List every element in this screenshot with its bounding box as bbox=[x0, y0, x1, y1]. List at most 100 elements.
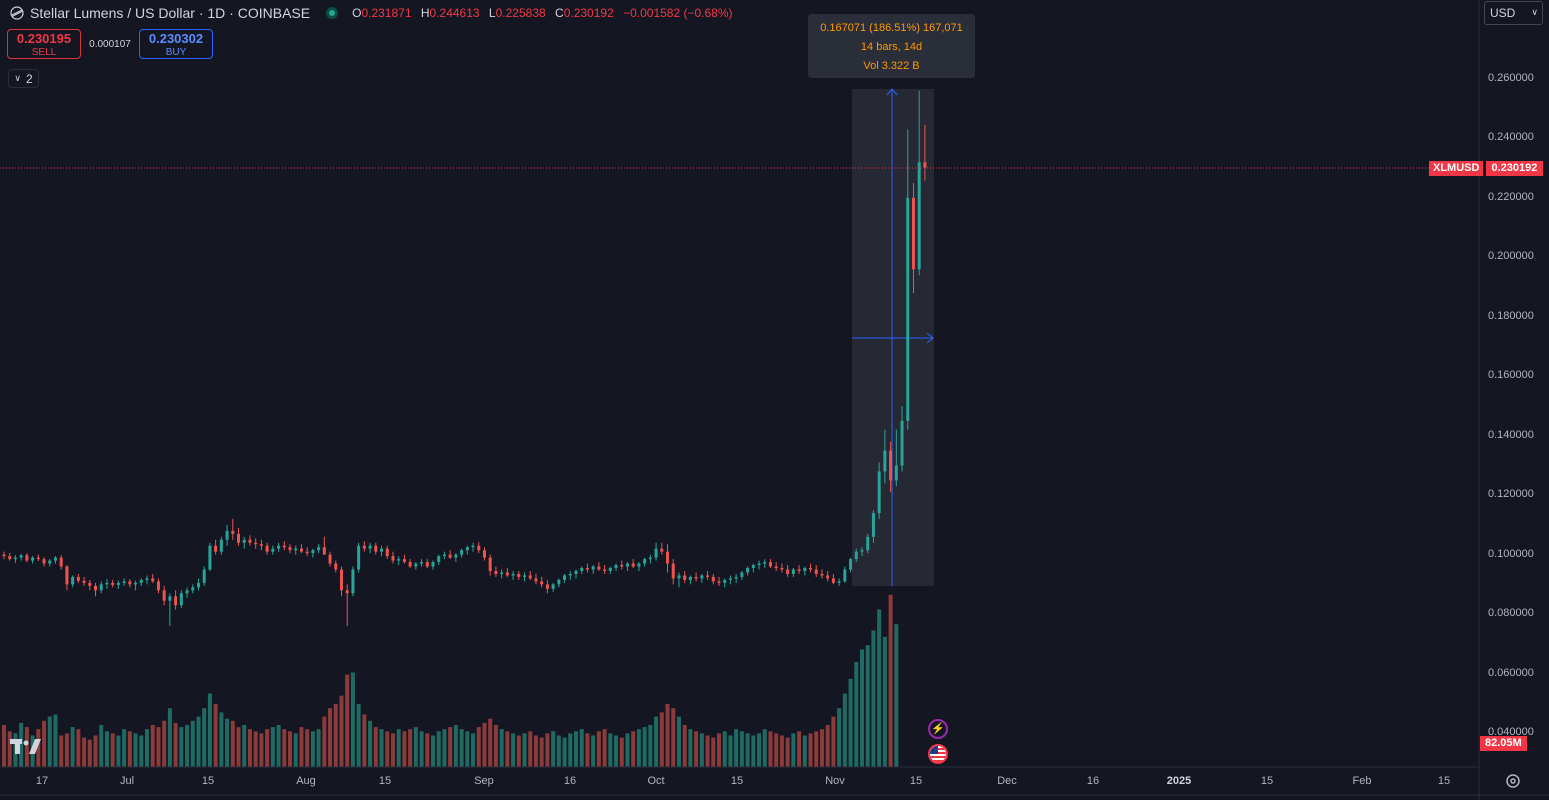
candle-body bbox=[791, 569, 795, 574]
candle bbox=[666, 544, 670, 573]
candle-body bbox=[425, 562, 429, 567]
us-flag-event-icon[interactable] bbox=[928, 744, 948, 764]
volume-bar bbox=[688, 729, 693, 767]
candle bbox=[660, 542, 664, 555]
volume-bar bbox=[739, 731, 744, 767]
volume-bar bbox=[225, 718, 230, 767]
market-open-status-icon[interactable] bbox=[326, 7, 339, 19]
candle-body bbox=[36, 557, 40, 560]
price-tick-label: 0.100000 bbox=[1488, 547, 1534, 560]
candle bbox=[803, 566, 807, 576]
candle-body bbox=[505, 572, 509, 576]
volume-bar bbox=[150, 725, 155, 767]
candle-body bbox=[923, 162, 927, 168]
price-tick-label: 0.180000 bbox=[1488, 309, 1534, 322]
volume-bar bbox=[93, 735, 98, 767]
candle bbox=[208, 542, 212, 571]
candle bbox=[139, 578, 143, 586]
candle bbox=[351, 566, 355, 597]
candle-body bbox=[643, 559, 647, 564]
candle-body bbox=[191, 587, 195, 591]
candle bbox=[860, 547, 864, 557]
measure-tool[interactable] bbox=[852, 88, 934, 586]
price-tick-label: 0.060000 bbox=[1488, 666, 1534, 679]
candle-body bbox=[460, 550, 464, 555]
volume-bar bbox=[322, 716, 327, 767]
sell-button[interactable]: 0.230195 SELL bbox=[7, 29, 81, 59]
candle bbox=[683, 570, 687, 583]
settings-gear-icon[interactable] bbox=[1505, 773, 1521, 789]
time-tick-label: 2025 bbox=[1166, 775, 1192, 787]
candle-body bbox=[162, 590, 166, 601]
candle bbox=[631, 559, 635, 569]
trade-panel: 0.230195 SELL 0.000107 0.230302 BUY bbox=[7, 29, 213, 59]
volume-bar bbox=[722, 731, 727, 767]
candle bbox=[523, 572, 527, 582]
candle bbox=[866, 533, 870, 554]
low-value: 0.225838 bbox=[495, 6, 546, 20]
candle-body bbox=[648, 557, 652, 560]
candle-body bbox=[448, 554, 452, 558]
candle bbox=[345, 584, 349, 626]
volume-bar bbox=[751, 735, 756, 767]
time-tick-label: Jul bbox=[119, 775, 135, 787]
volume-bar bbox=[591, 735, 596, 767]
candle bbox=[757, 560, 761, 570]
volume-bar bbox=[436, 731, 441, 767]
time-tick-label: 15 bbox=[378, 775, 392, 787]
candle bbox=[900, 406, 904, 472]
volume-bar bbox=[162, 720, 167, 767]
buy-button[interactable]: 0.230302 BUY bbox=[139, 29, 213, 59]
volume-bar bbox=[762, 729, 767, 767]
candle bbox=[431, 560, 435, 570]
indicators-toggle-button[interactable]: ∨ 2 bbox=[8, 69, 39, 88]
measure-arrowhead-right bbox=[926, 332, 934, 344]
candle-body bbox=[442, 554, 446, 557]
candle-body bbox=[591, 566, 595, 570]
candle-body bbox=[843, 569, 847, 582]
candle-body bbox=[545, 584, 549, 589]
volume-bar bbox=[373, 727, 378, 767]
candle bbox=[282, 541, 286, 551]
time-tick-label: Oct bbox=[647, 775, 665, 787]
volume-bar bbox=[110, 733, 115, 767]
volume-bar bbox=[459, 729, 464, 767]
measure-volume: Vol 3.322 B bbox=[863, 60, 920, 72]
volume-bar bbox=[819, 729, 824, 767]
candle bbox=[334, 560, 338, 573]
candlesticks bbox=[2, 90, 927, 626]
volume-bar bbox=[471, 733, 476, 767]
currency-select[interactable]: USD ∨ bbox=[1484, 1, 1543, 25]
lightning-event-icon[interactable]: ⚡ bbox=[928, 719, 948, 739]
candle-body bbox=[694, 576, 698, 579]
candle-body bbox=[814, 569, 818, 574]
candle-body bbox=[368, 545, 372, 549]
volume-bar bbox=[551, 731, 556, 767]
candle-body bbox=[597, 566, 601, 570]
candle-body bbox=[877, 471, 881, 514]
time-tick-label: Dec bbox=[997, 775, 1017, 787]
candle bbox=[643, 557, 647, 567]
volume-bar bbox=[242, 725, 247, 767]
symbol-title[interactable]: Stellar Lumens / US Dollar · 1D · COINBA… bbox=[30, 5, 311, 21]
candle bbox=[305, 547, 309, 557]
candle bbox=[162, 585, 166, 606]
candle bbox=[242, 536, 246, 549]
candle bbox=[174, 590, 178, 610]
candle bbox=[357, 542, 361, 573]
candle-body bbox=[723, 579, 727, 583]
candle bbox=[603, 565, 607, 574]
price-tick-label: 0.120000 bbox=[1488, 488, 1534, 501]
time-tick-label: Feb bbox=[1352, 775, 1372, 787]
volume-bar bbox=[619, 737, 624, 767]
candle-body bbox=[534, 578, 538, 582]
measure-tooltip: 0.167071 (186.51%) 167,071 14 bars, 14d … bbox=[808, 14, 975, 78]
volume-bar bbox=[24, 727, 29, 767]
price-tick-label: 0.240000 bbox=[1488, 131, 1534, 144]
volume-bar bbox=[356, 704, 361, 767]
candle bbox=[42, 557, 46, 567]
candle bbox=[311, 548, 315, 558]
candle-body bbox=[431, 562, 435, 567]
tradingview-logo-icon[interactable] bbox=[10, 739, 42, 755]
